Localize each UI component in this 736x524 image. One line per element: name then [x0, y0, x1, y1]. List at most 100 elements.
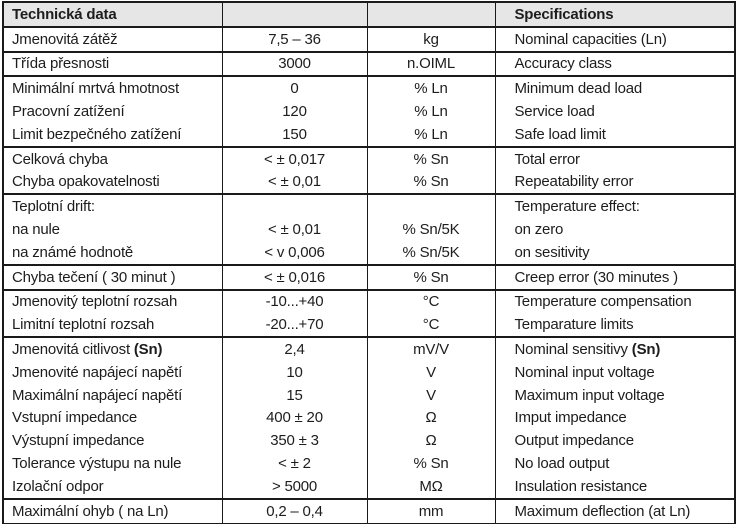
czech-label-cell: Celková chyba: [2, 145, 223, 171]
czech-label-bold: (Sn): [133, 341, 163, 359]
value-cell: 15: [221, 383, 368, 407]
english-label: Output impedance: [514, 432, 635, 450]
czech-label-cell: Výstupní impedance: [2, 429, 223, 453]
czech-label-cell: Izolační odpor: [2, 474, 223, 499]
unit-cell: % Ln: [366, 75, 496, 101]
table-row: Maximální ohyb ( na Ln) 0,2 – 0,4 mm Max…: [2, 497, 736, 524]
unit-cell: n.OIML: [366, 50, 496, 77]
czech-label-cell: na známé hodnotě: [2, 240, 223, 265]
english-label: Creep error (30 minutes ): [514, 268, 679, 286]
table-row: Výstupní impedance 350 ± 3 Ω Output impe…: [2, 429, 736, 453]
czech-label: Pracovní zatížení: [12, 103, 125, 121]
czech-label: Vstupní impedance: [12, 409, 138, 427]
table-row: Teplotní drift: Temperature effect:: [2, 193, 736, 219]
czech-label: Limit bezpečného zatížení: [12, 125, 182, 143]
unit-cell: °C: [366, 313, 496, 338]
english-label-cell: No load output: [494, 452, 736, 475]
english-label-cell: Repeatability error: [494, 170, 736, 195]
unit-cell: % Sn/5K: [366, 218, 496, 241]
czech-label: Limitní teplotní rozsah: [12, 316, 155, 334]
czech-label-cell: Limit bezpečného zatížení: [2, 122, 223, 147]
value-cell: 10: [221, 360, 368, 384]
header-value-cell: [221, 2, 368, 28]
value-cell: < ± 2: [221, 452, 368, 475]
table-row: Tolerance výstupu na nule < ± 2 % Sn No …: [2, 452, 736, 475]
value-cell: -10...+40: [221, 288, 368, 314]
english-label-cell: Service load: [494, 100, 736, 123]
english-label: Nominal input voltage: [514, 363, 655, 381]
header-unit-cell: [366, 2, 496, 28]
unit-cell: Ω: [366, 406, 496, 430]
english-label: Service load: [514, 103, 595, 121]
value-cell: 350 ± 3: [221, 429, 368, 453]
czech-label: Chyba opakovatelnosti: [12, 173, 160, 191]
value-cell: 3000: [221, 50, 368, 77]
czech-label-cell: Tolerance výstupu na nule: [2, 452, 223, 475]
english-label: Repeatability error: [514, 173, 634, 191]
header-english-title: Specifications: [494, 2, 736, 28]
english-label: on zero: [514, 221, 564, 239]
czech-label: Celková chyba: [12, 150, 108, 168]
table-row: Vstupní impedance 400 ± 20 Ω Imput imped…: [2, 406, 736, 430]
table-row: Limitní teplotní rozsah -20...+70 °C Tem…: [2, 313, 736, 338]
unit-cell: % Sn: [366, 452, 496, 475]
czech-label: Izolační odpor: [12, 477, 104, 495]
czech-label: Maximální ohyb ( na Ln): [12, 502, 169, 520]
english-label-cell: Safe load limit: [494, 122, 736, 147]
english-label-cell: Nominal input voltage: [494, 360, 736, 384]
english-label: Nominal sensitivy: [514, 341, 632, 359]
english-label: Temperature compensation: [514, 293, 692, 311]
czech-label: Jmenovitá zátěž: [12, 30, 118, 48]
czech-label: Jmenovité napájecí napětí: [12, 363, 183, 381]
unit-cell: Ω: [366, 429, 496, 453]
czech-label: Teplotní drift:: [12, 198, 95, 216]
czech-label: Jmenovitý teplotní rozsah: [12, 293, 178, 311]
value-cell: 7,5 – 36: [221, 25, 368, 52]
czech-label-cell: Třída přesnosti: [2, 50, 223, 77]
czech-label: Chyba tečení ( 30 minut ): [12, 268, 176, 286]
english-label: No load output: [514, 455, 610, 473]
table-header-row: Technická data Specifications: [2, 2, 736, 28]
unit-cell: mV/V: [366, 336, 496, 361]
english-label-cell: Temparature limits: [494, 313, 736, 338]
table-row: Jmenovitá zátěž 7,5 – 36 kg Nominal capa…: [2, 25, 736, 52]
header-czech-title: Technická data: [2, 2, 223, 28]
english-label-cell: Maximum deflection (at Ln): [494, 497, 736, 524]
english-label-cell: Output impedance: [494, 429, 736, 453]
english-label-cell: Imput impedance: [494, 406, 736, 430]
unit-cell: V: [366, 383, 496, 407]
value-cell: [221, 193, 368, 219]
czech-label-cell: Maximální napájecí napětí: [2, 383, 223, 407]
english-label-cell: Accuracy class: [494, 50, 736, 77]
czech-label: Jmenovitá citlivost: [12, 341, 134, 359]
english-label-cell: Nominal capacities (Ln): [494, 25, 736, 52]
czech-label: Třída přesnosti: [12, 55, 110, 73]
czech-label-cell: Minimální mrtvá hmotnost: [2, 75, 223, 101]
czech-label: Maximální napájecí napětí: [12, 386, 183, 404]
english-label: Safe load limit: [514, 125, 606, 143]
value-cell: > 5000: [221, 474, 368, 499]
value-cell: 400 ± 20: [221, 406, 368, 430]
czech-label-cell: Teplotní drift:: [2, 193, 223, 219]
value-cell: < ± 0,017: [221, 145, 368, 171]
czech-label-cell: Chyba tečení ( 30 minut ): [2, 263, 223, 290]
table-row: Chyba opakovatelnosti < ± 0,01 % Sn Repe…: [2, 170, 736, 195]
czech-label: Minimální mrtvá hmotnost: [12, 80, 179, 98]
value-cell: 2,4: [221, 336, 368, 361]
table-row: Pracovní zatížení 120 % Ln Service load: [2, 100, 736, 123]
english-label-cell: on zero: [494, 218, 736, 241]
table-row: Celková chyba < ± 0,017 % Sn Total error: [2, 145, 736, 171]
czech-label-cell: Jmenovité napájecí napětí: [2, 360, 223, 384]
value-cell: 150: [221, 122, 368, 147]
unit-cell: % Sn: [366, 263, 496, 290]
table-row: Chyba tečení ( 30 minut ) < ± 0,016 % Sn…: [2, 263, 736, 290]
czech-label: na známé hodnotě: [12, 243, 134, 261]
table-row: na nule < ± 0,01 % Sn/5K on zero: [2, 218, 736, 241]
value-cell: < ± 0,01: [221, 218, 368, 241]
english-label-cell: Nominal sensitivy (Sn): [494, 336, 736, 361]
english-label: Maximum deflection (at Ln): [514, 502, 691, 520]
czech-label-cell: Vstupní impedance: [2, 406, 223, 430]
czech-label: Tolerance výstupu na nule: [12, 455, 182, 473]
table-row: Jmenovité napájecí napětí 10 V Nominal i…: [2, 360, 736, 384]
